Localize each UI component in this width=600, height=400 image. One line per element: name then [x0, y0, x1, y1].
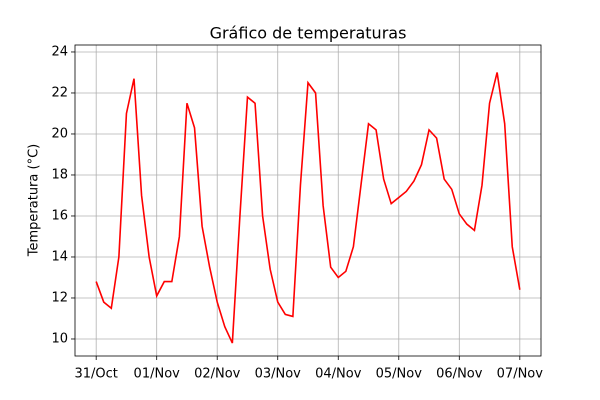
x-tick-label: 31/Oct — [74, 367, 117, 382]
x-tick-label: 03/Nov — [255, 367, 302, 382]
data-line — [95, 72, 521, 344]
plot-frame — [74, 44, 542, 357]
chart-title: Gráfico de temperaturas — [210, 24, 407, 43]
x-tick-label: 06/Nov — [436, 367, 483, 382]
y-tick-label: 20 — [51, 126, 68, 141]
y-tick-label: 10 — [51, 331, 68, 346]
x-tick-label: 07/Nov — [497, 367, 544, 382]
x-tick-label: 04/Nov — [315, 367, 362, 382]
x-tick-label: 01/Nov — [134, 367, 181, 382]
x-tick-label: 05/Nov — [376, 367, 423, 382]
y-tick-label: 12 — [51, 290, 68, 305]
y-axis-label: Temperatura (°C) — [27, 144, 42, 257]
y-tick-label: 14 — [51, 249, 68, 264]
x-tick-label: 02/Nov — [194, 367, 241, 382]
y-tick-label: 18 — [51, 167, 68, 182]
y-tick-label: 24 — [51, 44, 68, 59]
y-tick-label: 22 — [51, 85, 68, 100]
y-tick-label: 16 — [51, 208, 68, 223]
